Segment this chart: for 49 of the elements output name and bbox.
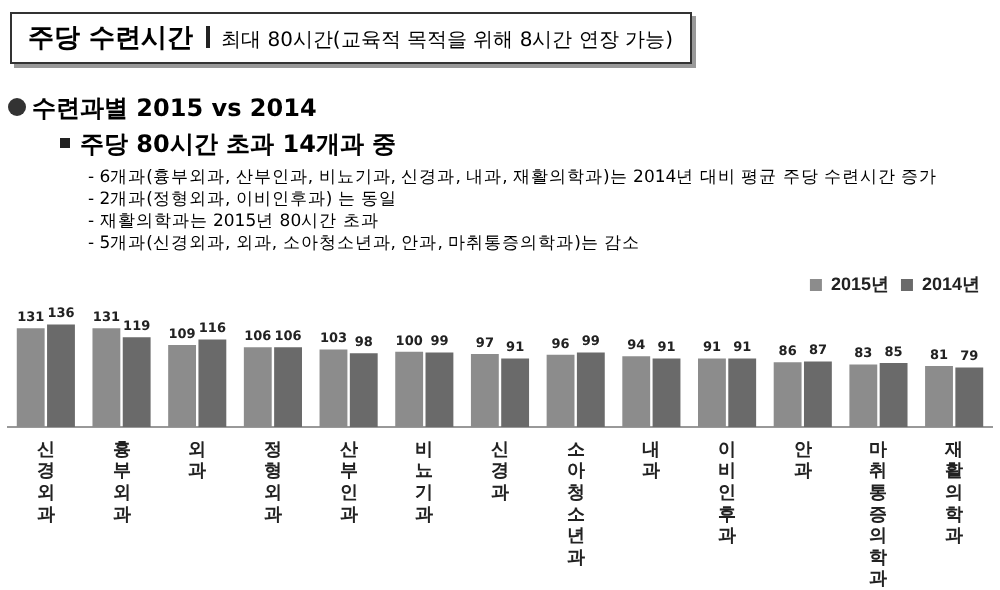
bar <box>622 356 651 427</box>
bar <box>546 354 575 427</box>
text: 수련과별 2015 vs 2014 <box>32 92 317 126</box>
x-tick-label: 외과 <box>188 438 207 481</box>
bar <box>501 358 530 427</box>
x-tick-label: 신경과 <box>491 438 509 502</box>
bar <box>955 367 984 427</box>
x-tick-label: 안과 <box>793 438 812 481</box>
bar <box>652 358 681 427</box>
x-tick-label: 비뇨기과 <box>415 438 434 524</box>
x-tick-label: 마취통증의학과 <box>869 438 888 589</box>
bar <box>773 362 802 427</box>
bar <box>803 361 832 427</box>
bar <box>425 352 454 427</box>
bar <box>925 365 953 427</box>
bar <box>274 347 302 427</box>
text: 주당 80시간 초과 14개과 중 <box>80 128 397 162</box>
bar <box>92 328 121 427</box>
bar <box>849 364 878 427</box>
x-tick-label: 정형외과 <box>263 438 282 524</box>
bar <box>243 347 272 427</box>
bar <box>168 344 197 427</box>
bar <box>198 339 227 427</box>
legend-label: 2015년 <box>830 273 889 294</box>
x-tick-label: 이비인후과 <box>718 438 737 546</box>
bar <box>16 328 45 427</box>
x-tick-label: 소아청소년과 <box>566 438 585 567</box>
x-tick-label: 내과 <box>642 438 661 481</box>
bar <box>319 349 348 427</box>
bar <box>576 352 605 427</box>
bar <box>698 358 726 427</box>
legend-label: 2014년 <box>921 273 981 294</box>
bar <box>879 362 908 427</box>
text: - 5개과(신경외과, 외과, 소아청소년과, 안과, 마취통증의학과)는 감소 <box>88 232 641 256</box>
text: - 2개과(정형외과, 이비인후과) 는 동일 <box>88 188 398 212</box>
x-tick-label: 흉부외과 <box>112 438 131 524</box>
bar <box>395 351 424 427</box>
x-tick-label: 재활의학과 <box>943 438 964 546</box>
bar <box>728 358 757 427</box>
text: - 6개과(흉부외과, 산부인과, 비뇨기과, 신경과, 내과, 재활의학과)는 2014년 대비 평균 주당 수련시간 증가 <box>88 166 938 190</box>
bar <box>47 324 75 427</box>
chart-subtitle: 최대 80시간(교육적 목적을 위해 8시간 연장 가능) <box>221 30 673 52</box>
x-tick-label: 산부인과 <box>339 438 358 524</box>
bar <box>470 353 499 427</box>
chart-title: 주당 수련시간 <box>28 24 194 54</box>
bar <box>122 337 151 427</box>
bar <box>349 353 378 427</box>
text: - 재활의학과는 2015년 80시간 초과 <box>88 210 379 234</box>
x-tick-label: 신경외과 <box>36 438 55 524</box>
